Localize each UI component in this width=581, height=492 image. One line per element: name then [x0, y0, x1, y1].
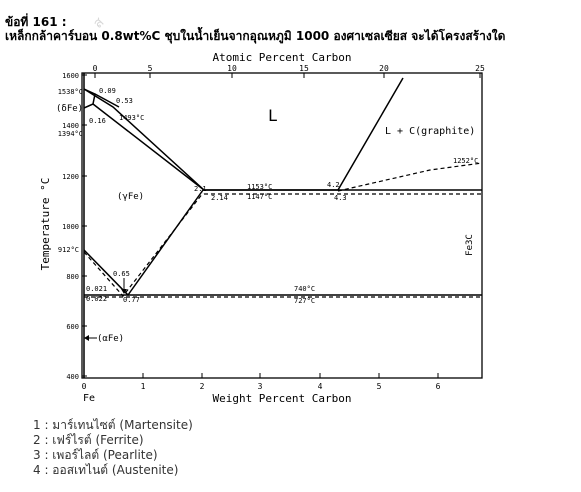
diagram-annotations: 0.09 0.53 0.16 1493°C 2.1 2.14 1153°C 11…	[86, 87, 478, 305]
left-tick: 400	[66, 373, 79, 381]
arrowhead-0-65	[121, 289, 127, 294]
bottom-tick: 5	[377, 382, 382, 391]
top-tick: 5	[148, 64, 153, 73]
bottom-axis-ticks	[83, 373, 439, 378]
label-0-021: 0.021	[86, 285, 107, 293]
phase-label-liquid: L	[268, 106, 278, 125]
top-axis-title: Atomic Percent Carbon	[212, 51, 351, 64]
label-2-14: 2.14	[211, 194, 228, 202]
answer-options: 1 : มาร์เทนไซต์ (Martensite) 2 : เฟร์ไรต…	[33, 418, 193, 478]
graphite-liquidus-line	[337, 162, 483, 192]
bottom-tick: 4	[318, 382, 323, 391]
top-tick: 20	[379, 64, 389, 73]
peritectic-line	[94, 93, 120, 108]
option-pearlite[interactable]: 3 : เพอร์ไลต์ (Pearlite)	[33, 448, 158, 462]
left-axis-title: Temperature °C	[39, 178, 52, 271]
graphite-gamma-boundary	[83, 192, 204, 297]
label-740: 740°C	[294, 285, 315, 293]
phase-label-alpha-fe: (αFe)	[97, 334, 124, 344]
fe-label: Fe	[83, 393, 95, 404]
top-tick: 15	[299, 64, 309, 73]
option-ferrite[interactable]: 2 : เฟร์ไรต์ (Ferrite)	[33, 433, 144, 447]
top-tick: 10	[227, 64, 237, 73]
top-tick-labels: 0 5 10 15 20 25	[93, 64, 485, 73]
solidus-line	[92, 103, 205, 191]
question-text: เหล็กกล้าคาร์บอน 0.8wt%C ชุบในน้ำเย็นจาก…	[5, 29, 506, 43]
point-label-912: 912°C	[58, 246, 79, 254]
label-1147: 1147°C	[247, 193, 272, 201]
label-0-65: 0.65	[113, 270, 130, 278]
option-martensite[interactable]: 1 : มาร์เทนไซต์ (Martensite)	[33, 418, 193, 432]
dashed-boundaries	[83, 162, 483, 298]
label-4-2: 4.2	[327, 181, 340, 189]
right-axis-label: Fe3C	[465, 234, 475, 256]
label-727: 727°C	[294, 297, 315, 305]
delta-gamma-line	[83, 103, 94, 109]
bottom-tick: 2	[200, 382, 205, 391]
bottom-tick: 3	[258, 382, 263, 391]
left-tick: 800	[66, 273, 79, 281]
point-label-1538: 1538°C	[58, 88, 83, 96]
label-0-09: 0.09	[99, 87, 116, 95]
left-tick: 600	[66, 323, 79, 331]
phase-boundaries	[83, 77, 482, 297]
question-number: ข้อที่ 161 :	[5, 15, 67, 29]
bottom-tick: 6	[436, 382, 441, 391]
label-1252: 1252°C	[453, 157, 478, 165]
label-1153: 1153°C	[247, 183, 272, 191]
label-0-77: 0.77	[123, 296, 140, 304]
bottom-tick-labels: 0 1 2 3 4 5 6	[82, 382, 441, 391]
left-tick: 1000	[62, 223, 79, 231]
top-tick: 25	[475, 64, 485, 73]
phase-label-liquid-graphite: L + C(graphite)	[385, 126, 475, 137]
option-austenite[interactable]: 4 : ออสเทไนต์ (Austenite)	[33, 463, 179, 477]
bottom-tick: 0	[82, 382, 87, 391]
left-point-labels: 1538°C 1394°C 912°C	[58, 88, 83, 254]
phase-label-delta-fe: (δFe)	[56, 104, 83, 114]
label-4-3: 4.3	[334, 194, 347, 202]
bottom-tick: 1	[141, 382, 146, 391]
left-tick: 1200	[62, 173, 79, 181]
label-2-1: 2.1	[194, 185, 207, 193]
label-0-022: 0.022	[86, 295, 107, 303]
gamma-alpha-boundary	[83, 189, 204, 297]
arrowhead-alpha	[84, 335, 89, 341]
phase-label-gamma-fe: (γFe)	[117, 192, 144, 202]
label-1493: 1493°C	[119, 114, 144, 122]
label-0-53: 0.53	[116, 97, 133, 105]
top-tick: 0	[93, 64, 98, 73]
top-axis-ticks	[94, 73, 481, 78]
bottom-axis-title: Weight Percent Carbon	[212, 392, 351, 405]
left-tick-labels: 1600 1400 1200 1000 800 600 400	[62, 72, 79, 381]
left-tick: 1600	[62, 72, 79, 80]
label-0-16: 0.16	[89, 117, 106, 125]
point-label-1394: 1394°C	[58, 130, 83, 138]
left-tick: 1400	[62, 122, 79, 130]
